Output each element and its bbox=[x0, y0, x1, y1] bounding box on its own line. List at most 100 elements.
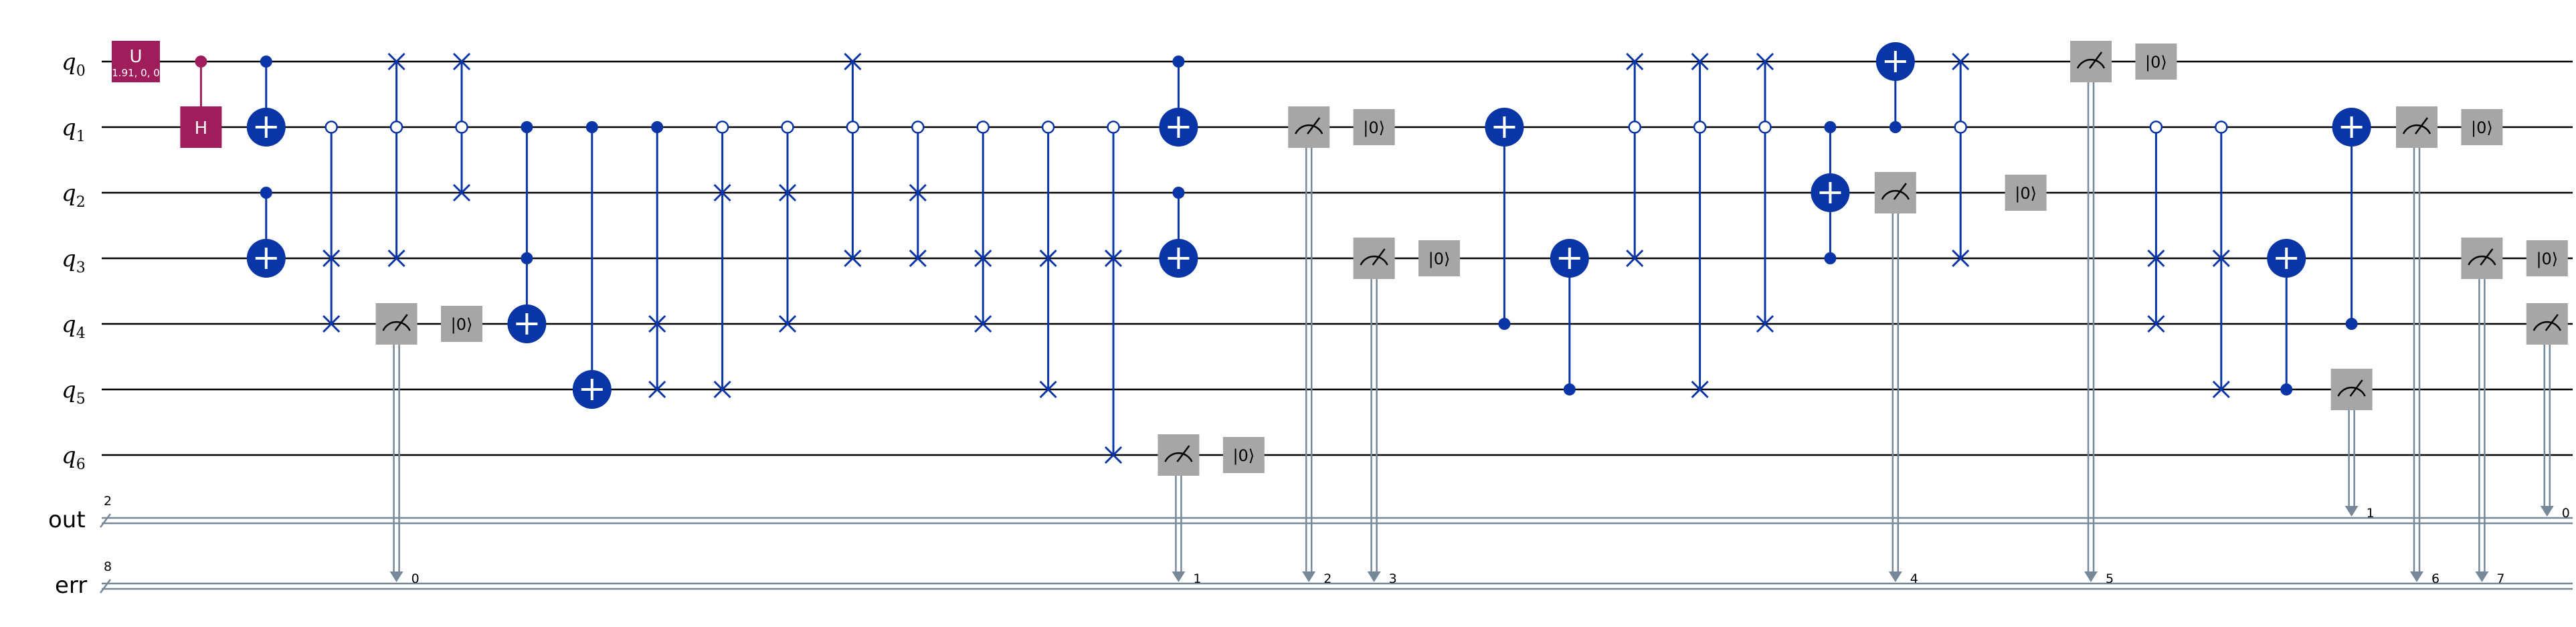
measure-gate bbox=[1353, 238, 1395, 279]
open-control-dot bbox=[325, 120, 338, 134]
meter-arc bbox=[2076, 58, 2106, 69]
open-control-dot bbox=[781, 120, 794, 134]
control-dot bbox=[1889, 121, 1902, 133]
control-dot bbox=[521, 252, 533, 264]
u-gate-params: 1.91, 0, 0 bbox=[112, 67, 160, 79]
open-control-dot bbox=[715, 120, 729, 134]
meter-needle bbox=[1307, 117, 1321, 135]
measure-gate bbox=[1288, 106, 1330, 148]
qubit-label-5: q5 bbox=[62, 377, 86, 408]
swap-cross bbox=[2212, 380, 2230, 399]
open-control-dot bbox=[1758, 120, 1772, 134]
measure-gate bbox=[1158, 434, 1200, 476]
meter-needle bbox=[2480, 248, 2494, 266]
reset-gate bbox=[1353, 109, 1395, 145]
reset-gate-label: |0⟩ bbox=[2471, 118, 2493, 137]
u-gate-label: U bbox=[129, 47, 142, 67]
measure-gate bbox=[1874, 172, 1916, 213]
control-dot bbox=[585, 121, 598, 133]
reset-gate-label: |0⟩ bbox=[1429, 250, 1451, 268]
swap-cross bbox=[713, 380, 731, 399]
measure-arrow bbox=[2540, 506, 2554, 517]
swap-cross bbox=[1691, 380, 1709, 399]
swap-cross bbox=[1756, 315, 1774, 333]
measure-gate bbox=[2330, 369, 2373, 410]
qubit-label-2: q2 bbox=[62, 180, 86, 211]
measure-arrow bbox=[2475, 571, 2489, 582]
swap-cross bbox=[844, 52, 862, 71]
meter-arc bbox=[1881, 189, 1910, 200]
bit-index-label: 6 bbox=[2431, 571, 2440, 586]
open-control-dot bbox=[911, 120, 925, 134]
reset-gate bbox=[2461, 109, 2503, 145]
measure-gate bbox=[2396, 106, 2437, 148]
bit-index-label: 7 bbox=[2496, 571, 2504, 586]
swap-cross bbox=[1626, 249, 1644, 268]
swap-cross bbox=[844, 249, 862, 268]
circuit-operations: U1.91, 0, 0 H 0 |0⟩ 1 |0⟩ 2 |0⟩ 3 |0⟩ 4 |0⟩ 5 |0⟩ 1 6 |0… bbox=[112, 41, 2570, 586]
qubit-label-6: q6 bbox=[62, 442, 86, 473]
swap-cross bbox=[1626, 52, 1644, 71]
control-dot bbox=[2280, 383, 2293, 395]
swap-cross bbox=[1691, 52, 1709, 71]
meter-needle bbox=[2349, 379, 2363, 397]
creg-size-out: 2 bbox=[104, 494, 112, 509]
open-control-dot bbox=[846, 120, 860, 134]
reset-gate bbox=[2526, 240, 2568, 276]
swap-cross bbox=[2212, 249, 2230, 268]
reset-gate bbox=[1222, 437, 1265, 473]
open-control-dot bbox=[389, 120, 403, 134]
open-control-dot bbox=[1693, 120, 1707, 134]
swap-cross bbox=[1756, 52, 1774, 71]
reset-gate-label: |0⟩ bbox=[1232, 446, 1255, 465]
swap-cross bbox=[452, 52, 471, 71]
swap-cross bbox=[648, 315, 666, 333]
meter-needle bbox=[1372, 248, 1386, 266]
bit-index-label: 2 bbox=[1323, 571, 1331, 586]
open-control-dot bbox=[1628, 120, 1641, 134]
meter-arc bbox=[1164, 452, 1193, 462]
measure-arrow bbox=[389, 571, 403, 582]
control-dot bbox=[1498, 318, 1511, 330]
swap-cross bbox=[387, 52, 405, 71]
swap-cross bbox=[974, 315, 992, 333]
control-dot bbox=[1563, 383, 1576, 395]
open-control-dot bbox=[1041, 120, 1055, 134]
qubit-label-1: q1 bbox=[62, 114, 86, 145]
measure-gate bbox=[2070, 41, 2112, 82]
swap-cross bbox=[1104, 446, 1123, 464]
reset-gate bbox=[2005, 175, 2047, 211]
meter-arc bbox=[2337, 386, 2366, 397]
measure-arrow bbox=[1172, 571, 1186, 582]
meter-needle bbox=[2089, 52, 2102, 69]
swap-cross bbox=[2147, 249, 2165, 268]
bit-index-label: 1 bbox=[2367, 506, 2375, 521]
qubit-label-3: q3 bbox=[62, 246, 86, 276]
measure-arrow bbox=[1888, 571, 1902, 582]
meter-needle bbox=[2545, 314, 2559, 331]
creg-label-err: err bbox=[55, 572, 87, 599]
swap-cross bbox=[909, 183, 927, 202]
reset-gate bbox=[441, 306, 482, 342]
control-dot bbox=[260, 56, 272, 68]
bit-index-label: 5 bbox=[2106, 571, 2114, 586]
measure-arrow bbox=[2410, 571, 2423, 582]
swap-cross bbox=[1039, 380, 1057, 399]
meter-needle bbox=[1176, 445, 1190, 462]
qubit-label-0: q0 bbox=[62, 49, 86, 80]
open-control-dot bbox=[976, 120, 990, 134]
reset-gate bbox=[1418, 240, 1460, 276]
swap-cross bbox=[713, 183, 731, 202]
reset-gate-label: |0⟩ bbox=[451, 315, 473, 334]
open-control-dot bbox=[1954, 120, 1967, 134]
open-control-dot bbox=[1107, 120, 1120, 134]
meter-needle bbox=[394, 314, 408, 331]
h-gate bbox=[180, 106, 222, 148]
h-gate-label: H bbox=[195, 118, 208, 139]
swap-cross bbox=[648, 380, 666, 399]
bit-index-label: 4 bbox=[1910, 571, 1918, 586]
control-dot bbox=[521, 121, 533, 133]
bit-index-label: 0 bbox=[411, 571, 420, 586]
reset-gate bbox=[2135, 43, 2177, 80]
measure-gate bbox=[2526, 303, 2568, 345]
